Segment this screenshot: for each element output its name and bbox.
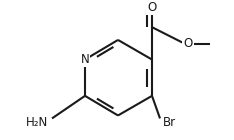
Text: H₂N: H₂N [26, 116, 48, 129]
Text: N: N [81, 53, 89, 66]
Text: O: O [147, 1, 157, 14]
Text: Br: Br [163, 116, 176, 129]
Text: O: O [183, 37, 193, 50]
